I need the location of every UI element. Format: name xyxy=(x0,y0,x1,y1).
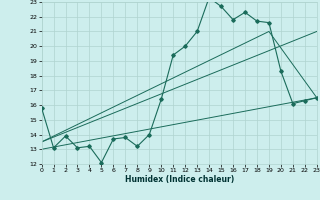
X-axis label: Humidex (Indice chaleur): Humidex (Indice chaleur) xyxy=(124,175,234,184)
